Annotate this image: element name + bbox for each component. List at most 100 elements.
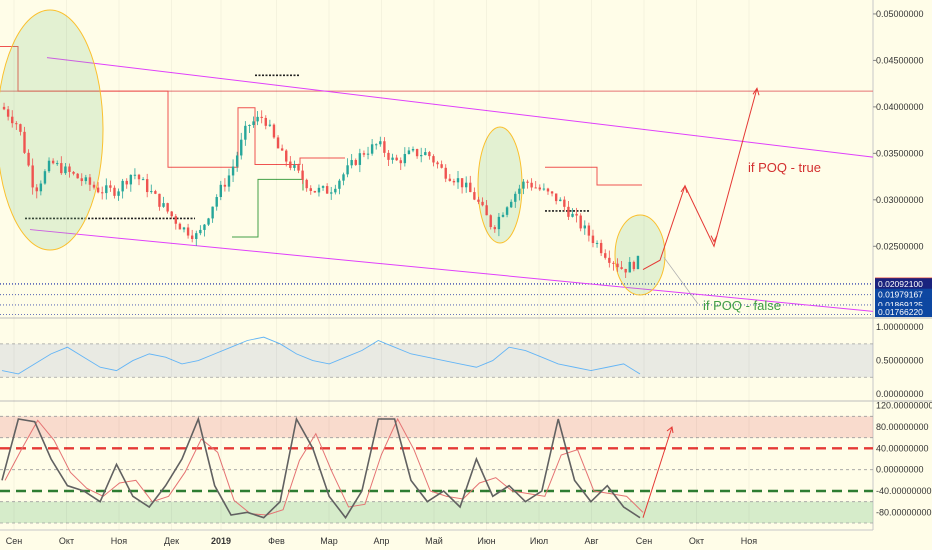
candle	[317, 187, 321, 193]
candle	[190, 235, 194, 239]
candle	[424, 152, 427, 156]
candle	[174, 216, 178, 224]
candle	[419, 155, 423, 157]
candle	[297, 165, 300, 171]
candle	[84, 177, 88, 182]
candle	[399, 160, 402, 164]
time-tick-label: Май	[425, 536, 443, 546]
forecast-arrowhead	[710, 235, 718, 243]
candle	[595, 242, 599, 244]
candle	[162, 203, 165, 207]
channel-upper-line	[46, 57, 874, 158]
candle	[321, 186, 325, 188]
candle	[76, 173, 79, 179]
candle	[15, 123, 18, 125]
candle	[145, 179, 149, 193]
time-tick-label: Ноя	[741, 536, 758, 546]
oscillator-1-tick-label: 1.00000000	[876, 322, 924, 332]
false-path-line	[663, 257, 699, 305]
candle	[391, 157, 394, 160]
candle	[469, 182, 472, 193]
oscillator-2-tick-label: 120.00000000	[876, 401, 932, 411]
candle	[80, 178, 83, 182]
price-tag-box	[875, 306, 932, 317]
candle	[587, 225, 591, 236]
candle	[456, 178, 460, 183]
time-tick-label: Авг	[584, 536, 599, 546]
time-tick-label: Сен	[636, 536, 653, 546]
price-tag-label: 0.01869125	[878, 300, 923, 310]
oscillator-1-band	[0, 343, 873, 378]
price-tick-label: 0.03500000	[876, 148, 924, 158]
candle	[362, 153, 366, 155]
candle	[43, 171, 47, 184]
candle	[100, 192, 104, 194]
time-tick-label: Июн	[477, 536, 495, 546]
stepped-stop-line	[0, 45, 345, 168]
oscillator-2-tick-label: 0.00000000	[876, 465, 924, 475]
candle	[338, 180, 341, 189]
time-tick-label: Мар	[320, 536, 338, 546]
candle	[428, 152, 431, 157]
candle	[195, 233, 198, 239]
candle	[137, 174, 141, 180]
candle	[514, 193, 517, 202]
candle	[11, 116, 14, 124]
candle	[342, 174, 345, 181]
candle	[96, 187, 100, 193]
candle	[39, 183, 43, 192]
candle	[628, 261, 631, 273]
candle	[289, 161, 292, 168]
time-tick-label: Окт	[59, 536, 74, 546]
candle	[452, 180, 456, 183]
candle	[313, 190, 317, 193]
candle	[47, 160, 51, 172]
candle	[481, 201, 484, 206]
oscillator-2-forecast	[642, 426, 673, 518]
candle	[141, 179, 145, 181]
candle	[92, 184, 96, 188]
oscillator-2-main-line	[1, 416, 641, 520]
candle	[591, 235, 595, 244]
candle	[64, 166, 67, 174]
candle	[219, 184, 223, 198]
candle	[248, 124, 251, 126]
oversold-zone	[0, 501, 873, 523]
candle	[325, 186, 329, 194]
candle	[105, 185, 108, 194]
price-tag-label: 0.02092100	[878, 279, 923, 289]
candle	[546, 188, 550, 192]
candle	[199, 229, 202, 234]
candle	[60, 163, 63, 174]
oscillator-2-tick-label: -80.00000000	[876, 507, 932, 517]
price-tag-label: 0.01766220	[878, 307, 923, 317]
candle	[477, 199, 480, 202]
price-tag-box	[875, 298, 932, 310]
candle	[432, 156, 435, 163]
candle	[121, 180, 124, 192]
candle	[604, 253, 607, 258]
candle	[620, 267, 623, 269]
time-tick-label: Июл	[530, 536, 548, 546]
candle	[215, 197, 218, 207]
candle	[522, 181, 525, 189]
candle	[624, 268, 627, 273]
candle	[186, 227, 190, 236]
candle	[534, 187, 537, 189]
candle	[334, 188, 337, 193]
candle	[636, 255, 640, 270]
oscillator-1-tick-label: 0.00000000	[876, 389, 924, 399]
candle	[309, 188, 312, 191]
candle	[505, 207, 509, 215]
candle	[207, 218, 210, 225]
candle	[166, 203, 169, 212]
overbought-zone	[0, 416, 873, 438]
candle	[567, 206, 570, 217]
highlight-ellipse	[0, 9, 104, 251]
candle	[518, 188, 521, 194]
candle	[268, 124, 272, 126]
channel-lower-line	[29, 229, 874, 312]
candle	[526, 181, 529, 183]
price-tick-label: 0.02500000	[876, 241, 924, 251]
